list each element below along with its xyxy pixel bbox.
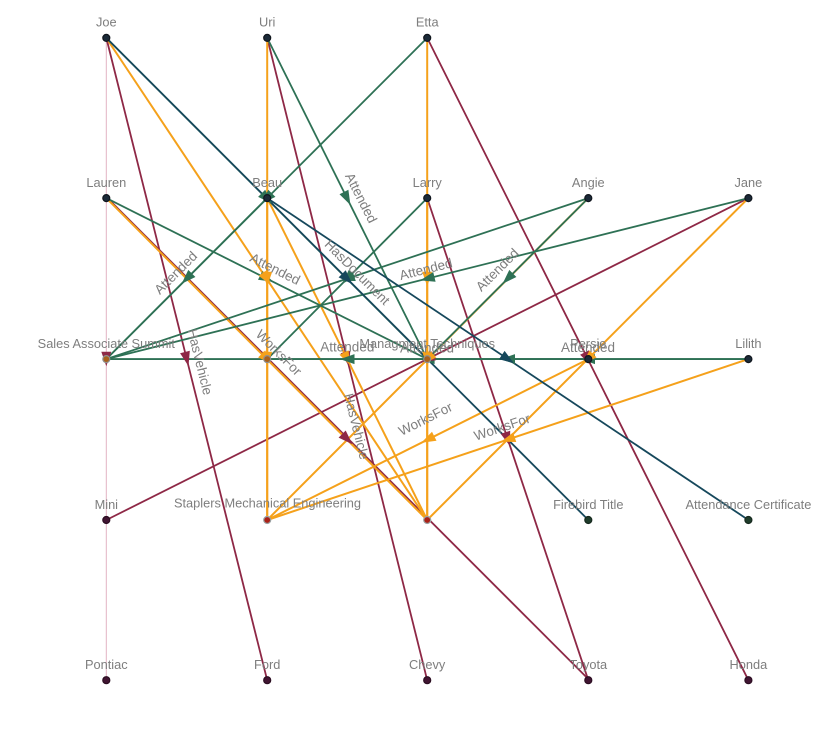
svg-text:Honda: Honda: [730, 657, 769, 672]
svg-text:Ford: Ford: [254, 657, 280, 672]
svg-text:Staplers Mechanical Engineerin: Staplers Mechanical Engineering: [174, 496, 361, 511]
svg-text:Persie: Persie: [570, 336, 606, 351]
svg-text:Mini: Mini: [95, 497, 118, 512]
svg-text:Lilith: Lilith: [735, 336, 761, 351]
svg-text:Joe: Joe: [96, 15, 117, 30]
svg-text:Attended: Attended: [400, 340, 454, 355]
svg-text:Jane: Jane: [735, 175, 763, 190]
svg-text:Uri: Uri: [259, 15, 275, 30]
svg-text:Beau: Beau: [252, 175, 282, 190]
svg-text:Pontiac: Pontiac: [85, 657, 128, 672]
svg-text:Toyota: Toyota: [569, 657, 608, 672]
svg-text:Chevy: Chevy: [409, 657, 446, 672]
svg-text:Etta: Etta: [416, 15, 440, 30]
svg-text:Attended: Attended: [320, 339, 374, 354]
svg-text:Lauren: Lauren: [86, 175, 126, 190]
svg-text:Managment Techniques: Managment Techniques: [359, 336, 495, 351]
svg-text:Larry: Larry: [413, 175, 443, 190]
svg-text:Angie: Angie: [572, 175, 605, 190]
svg-text:Sales Associate Summit: Sales Associate Summit: [38, 336, 176, 351]
svg-text:Firebird Title: Firebird Title: [553, 497, 623, 512]
svg-text:Attended: Attended: [561, 340, 615, 355]
svg-text:Attendance Certificate: Attendance Certificate: [685, 497, 811, 512]
